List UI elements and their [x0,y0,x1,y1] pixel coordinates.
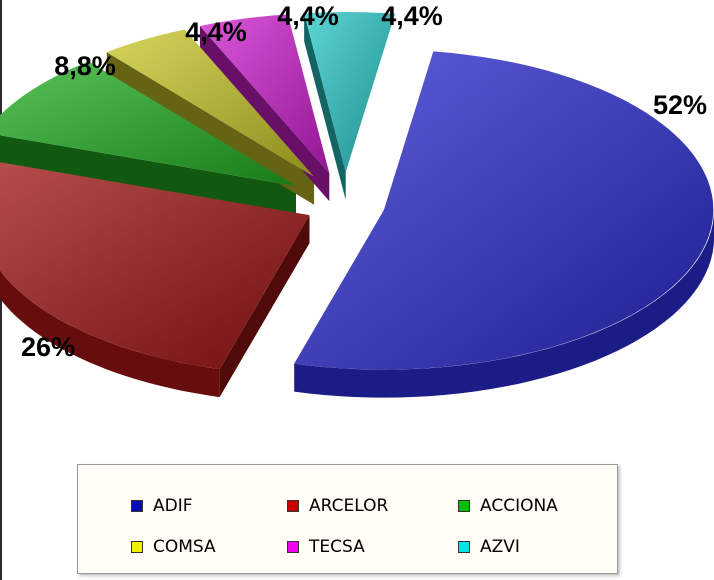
pie-slice-azvi [304,12,396,173]
pie-slice-edge-arcelor [219,215,310,398]
legend-label: ARCELOR [309,496,389,516]
legend-label: ADIF [153,496,193,516]
legend-swatch-tecsa [287,541,299,553]
legend-label: AZVI [480,537,520,557]
pie-slice-side-adif [294,211,714,398]
data-label-azvi: 4,4% [381,1,443,31]
pie-slice-acciona [0,61,296,186]
legend-label: ACCIONA [480,496,558,516]
legend-swatch-azvi [458,541,470,553]
legend-swatch-acciona [458,500,470,512]
legend-label: TECSA [309,537,365,557]
data-label-acciona: 8,8% [54,51,116,81]
pie-slice-tecsa [199,14,330,174]
legend-swatch-arcelor [287,500,299,512]
legend-item-acciona: ACCIONA [458,496,558,516]
legend-item-arcelor: ARCELOR [287,496,388,516]
pie-slice-edge-acciona [0,135,296,214]
pie-slice-edge-azvi [304,13,346,201]
legend-swatch-comsa [131,541,143,553]
legend-item-tecsa: TECSA [287,537,365,557]
pie-slice-adif [294,51,714,370]
chart-legend: ADIF ARCELOR ACCIONA COMSA TECSA AZVI [77,464,618,574]
data-label-arcelor: 26% [21,332,75,362]
data-label-adif: 52% [653,90,707,120]
legend-swatch-adif [131,500,143,512]
pie-slice-comsa [106,29,315,177]
pie-slice-side-arcelor [0,270,220,398]
pie-slice-arcelor [0,162,310,370]
legend-label: COMSA [153,537,216,557]
legend-item-adif: ADIF [131,496,193,516]
pie-chart: 52% 26% 8,8% 4,4% 4,4% 4,4% [0,1,714,398]
data-label-tecsa: 4,4% [277,1,339,31]
legend-item-comsa: COMSA [131,537,216,557]
legend-item-azvi: AZVI [458,537,520,557]
data-label-comsa: 4,4% [185,17,247,47]
